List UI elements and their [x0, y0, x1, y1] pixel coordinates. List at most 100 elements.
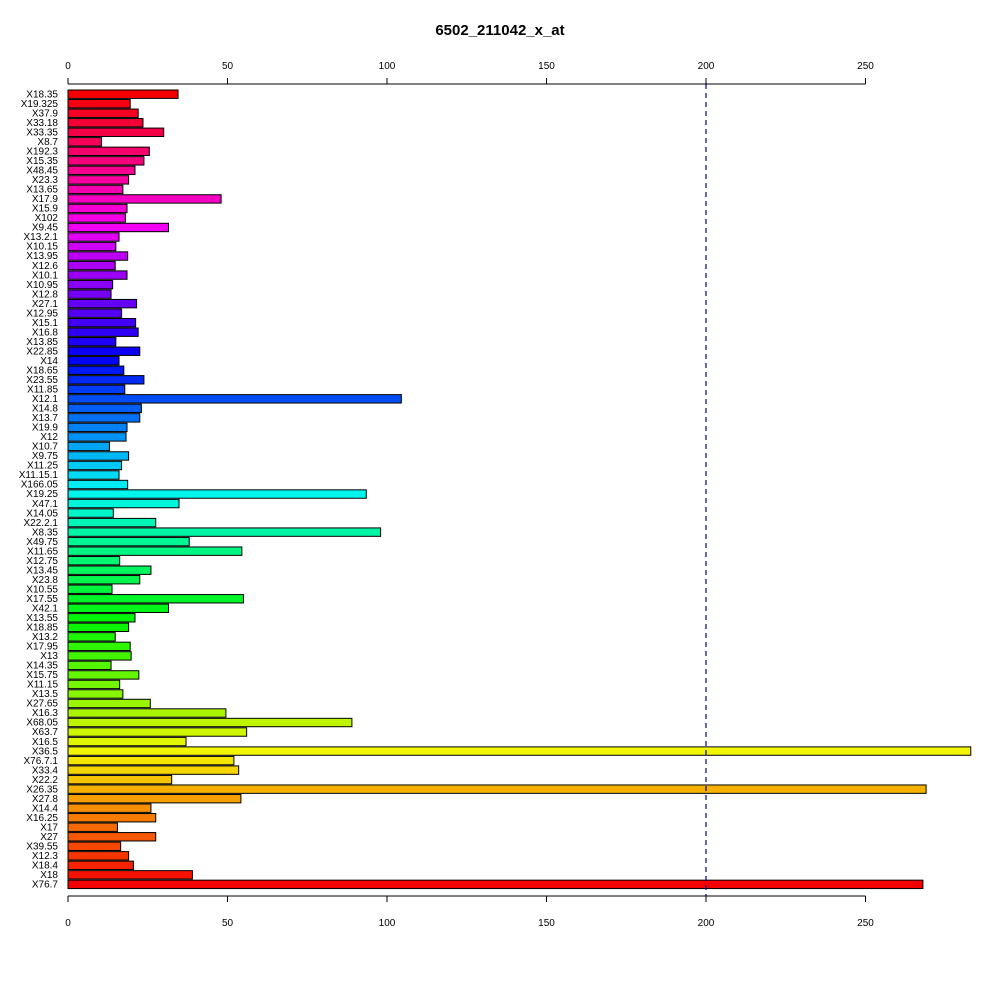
category-label: X15.9 [32, 204, 59, 215]
category-label: X13.45 [26, 565, 58, 576]
bar-X13.7 [67, 413, 141, 423]
category-label: X15.1 [32, 318, 59, 329]
category-label: X42.1 [32, 603, 59, 614]
bar-X16.8 [67, 327, 139, 337]
category-label: X14.4 [32, 803, 59, 814]
tick-label: 50 [222, 61, 234, 72]
bar-X14.8 [67, 403, 142, 414]
category-label: X76.7 [32, 880, 59, 891]
category-label: X22.85 [26, 346, 58, 357]
bar-X18.65 [67, 365, 125, 375]
bar-X18.4 [67, 860, 134, 871]
category-label: X13.7 [32, 413, 59, 424]
bar-X166.05 [67, 479, 129, 490]
bar-X36.5 [67, 746, 972, 756]
category-label: X68.05 [26, 718, 58, 729]
category-label: X17.9 [32, 194, 59, 205]
category-label: X12.6 [32, 261, 59, 272]
bar-X14 [67, 356, 120, 366]
category-label: X14.05 [26, 508, 58, 519]
category-label: X8.35 [32, 527, 59, 538]
bar-X76.7 [67, 879, 924, 890]
category-label: X37.9 [32, 108, 59, 119]
bar-X22.2 [67, 774, 173, 785]
category-label: X12.95 [26, 308, 58, 319]
bar-X26.35 [67, 784, 927, 794]
top-axis: 0 50 100 150 200 250 [65, 61, 874, 85]
category-label: X10.7 [32, 442, 59, 453]
bar-X16.25 [67, 813, 157, 823]
bar-X16.5 [67, 736, 187, 747]
category-label: X49.75 [26, 537, 58, 548]
category-label: X19.9 [32, 423, 59, 434]
category-label: X14.8 [32, 404, 59, 415]
category-label: X15.35 [26, 156, 58, 167]
bar-X19.25 [67, 489, 367, 499]
bar-X27 [67, 832, 157, 842]
category-label: X13.5 [32, 689, 59, 700]
bar-X49.75 [67, 536, 190, 547]
bar-X12.8 [67, 289, 112, 299]
bar-X17.95 [67, 641, 131, 652]
category-labels: X18.35X19.325X37.9X33.18X33.35X8.7X192.3… [19, 89, 59, 890]
category-label: X11.65 [27, 546, 58, 557]
bar-X76.7.1 [67, 755, 235, 766]
bar-X13.65 [67, 184, 124, 195]
category-label: X9.45 [32, 223, 59, 234]
category-label: X18.4 [32, 861, 59, 872]
bar-X10.15 [67, 241, 117, 252]
category-label: X13.65 [26, 185, 58, 196]
category-label: X22.2 [32, 775, 59, 786]
bar-X8.35 [67, 527, 382, 537]
bar-X68.05 [67, 717, 353, 728]
bar-X13.2.1 [67, 232, 120, 242]
bar-X48.45 [67, 165, 136, 176]
category-label: X14.35 [26, 661, 58, 672]
bar-X192.3 [67, 146, 150, 157]
category-label: X10.55 [26, 584, 58, 595]
category-label: X12.1 [32, 394, 59, 405]
category-label: X18.85 [26, 623, 58, 634]
tick-label: 0 [65, 918, 71, 929]
category-label: X16.5 [32, 737, 59, 748]
tick-label: 250 [857, 918, 874, 929]
bar-X19.325 [67, 99, 131, 109]
tick-label: 200 [698, 61, 715, 72]
category-label: X17.95 [26, 642, 58, 653]
bar-X12.3 [67, 851, 130, 861]
tick-label: 150 [538, 918, 555, 929]
bar-X37.9 [67, 108, 139, 118]
bar-X13.55 [67, 613, 136, 623]
category-label: X17.55 [26, 594, 58, 605]
bar-X27.1 [67, 298, 138, 309]
category-label: X13 [40, 651, 58, 662]
category-label: X11.85 [27, 385, 58, 396]
category-label: X36.5 [32, 746, 59, 757]
bar-X10.1 [67, 270, 128, 280]
category-label: X18.65 [26, 365, 58, 376]
bar-X11.85 [67, 384, 126, 395]
tick-label: 0 [65, 61, 71, 72]
bar-X11.65 [67, 546, 243, 556]
category-label: X12.75 [26, 556, 58, 567]
category-label: X63.7 [32, 727, 59, 738]
category-label: X13.85 [26, 337, 58, 348]
category-label: X33.4 [32, 765, 59, 776]
bar-X17 [67, 822, 118, 832]
bar-X8.7 [67, 137, 102, 147]
bar-X17.55 [67, 594, 244, 604]
bar-X12.6 [67, 260, 116, 271]
category-label: X18.35 [26, 89, 58, 100]
bar-X13.5 [67, 689, 124, 699]
category-label: X27.65 [26, 699, 58, 710]
bar-X102 [67, 213, 126, 223]
tick-label: 100 [379, 61, 396, 72]
bar-X33.18 [67, 118, 144, 128]
category-label: X10.95 [26, 280, 58, 291]
category-label: X10.15 [26, 242, 58, 253]
bar-X12 [67, 432, 127, 442]
bar-X10.55 [67, 584, 113, 594]
category-label: X27 [40, 832, 58, 843]
bar-X14.05 [67, 508, 114, 518]
